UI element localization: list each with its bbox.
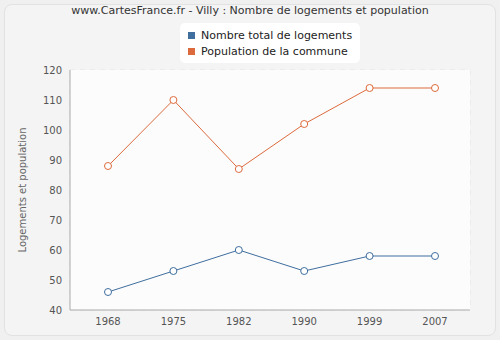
svg-text:120: 120 (43, 65, 62, 76)
html-text:Nombre total de logements: Nombre total de logements (201, 28, 353, 42)
svg-text:50: 50 (49, 275, 62, 286)
html-text:Population de la commune: Population de la commune (201, 44, 348, 58)
svg-text:2007: 2007 (422, 316, 447, 327)
svg-text:70: 70 (49, 215, 62, 226)
svg-text:1982: 1982 (226, 316, 251, 327)
html-text:www.CartesFrance.fr - Villy :: www.CartesFrance.fr - Villy : Nombre de … (71, 4, 429, 17)
svg-text:40: 40 (49, 305, 62, 316)
svg-text:90: 90 (49, 155, 62, 166)
svg-text:1975: 1975 (161, 316, 186, 327)
svg-text:Logements et population: Logements et population (17, 127, 28, 252)
svg-text:1990: 1990 (291, 316, 316, 327)
svg-text:60: 60 (49, 245, 62, 256)
svg-text:80: 80 (49, 185, 62, 196)
svg-text:100: 100 (43, 125, 62, 136)
svg-text:1968: 1968 (95, 316, 120, 327)
svg-text:110: 110 (43, 95, 62, 106)
svg-text:1999: 1999 (357, 316, 382, 327)
